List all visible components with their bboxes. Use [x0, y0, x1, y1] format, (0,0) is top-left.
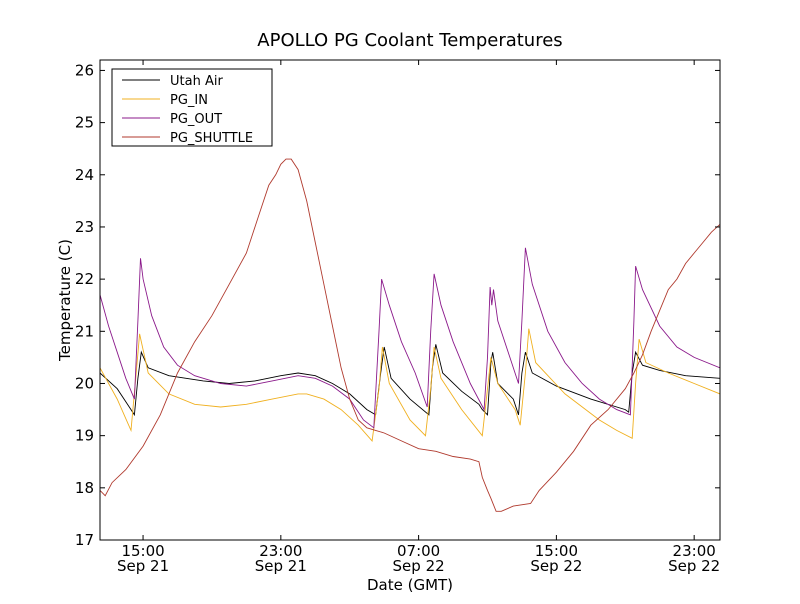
y-tick-label: 23 [75, 218, 94, 236]
x-tick-label-date: Sep 21 [117, 557, 169, 575]
legend-label-utah-air: Utah Air [170, 74, 223, 89]
y-tick-label: 26 [75, 61, 94, 79]
legend-label-pg-out: PG_OUT [170, 112, 222, 127]
legend-label-pg-in: PG_IN [170, 93, 208, 108]
series-line-pg-in [100, 328, 720, 442]
legend-box [111, 68, 273, 147]
x-tick-label-time: 07:00 [397, 542, 440, 560]
x-tick-label-date: Sep 22 [530, 557, 582, 575]
legend-label-pg-shuttle: PG_SHUTTLE [170, 131, 253, 146]
y-tick-label: 18 [75, 479, 94, 497]
y-tick-label: 25 [75, 114, 94, 132]
x-tick-label-time: 15:00 [535, 542, 578, 560]
y-tick-label: 24 [75, 166, 94, 184]
x-tick-label-time: 15:00 [121, 542, 164, 560]
y-tick-label: 20 [75, 374, 94, 392]
x-tick-label-date: Sep 21 [255, 557, 307, 575]
y-tick-label: 17 [75, 531, 94, 549]
x-axis-label: Date (GMT) [367, 576, 453, 594]
chart-title: APOLLO PG Coolant Temperatures [257, 30, 562, 51]
plot-frame [99, 59, 721, 541]
series-line-pg-shuttle [100, 158, 720, 512]
x-tick-label-date: Sep 22 [393, 557, 445, 575]
series-line-pg-out [100, 247, 720, 429]
y-tick-label: 21 [75, 322, 94, 340]
series-group [100, 158, 720, 512]
x-tick-label-time: 23:00 [673, 542, 716, 560]
legend: Utah Air PG_IN PG_OUT PG_SHUTTLE [111, 68, 273, 147]
series-line-utah-air [100, 344, 720, 417]
x-tick-label-date: Sep 22 [668, 557, 720, 575]
y-axis-label: Temperature (C) [56, 239, 74, 362]
y-tick-label: 19 [75, 427, 94, 445]
y-tick-label: 22 [75, 270, 94, 288]
x-tick-label-time: 23:00 [259, 542, 302, 560]
